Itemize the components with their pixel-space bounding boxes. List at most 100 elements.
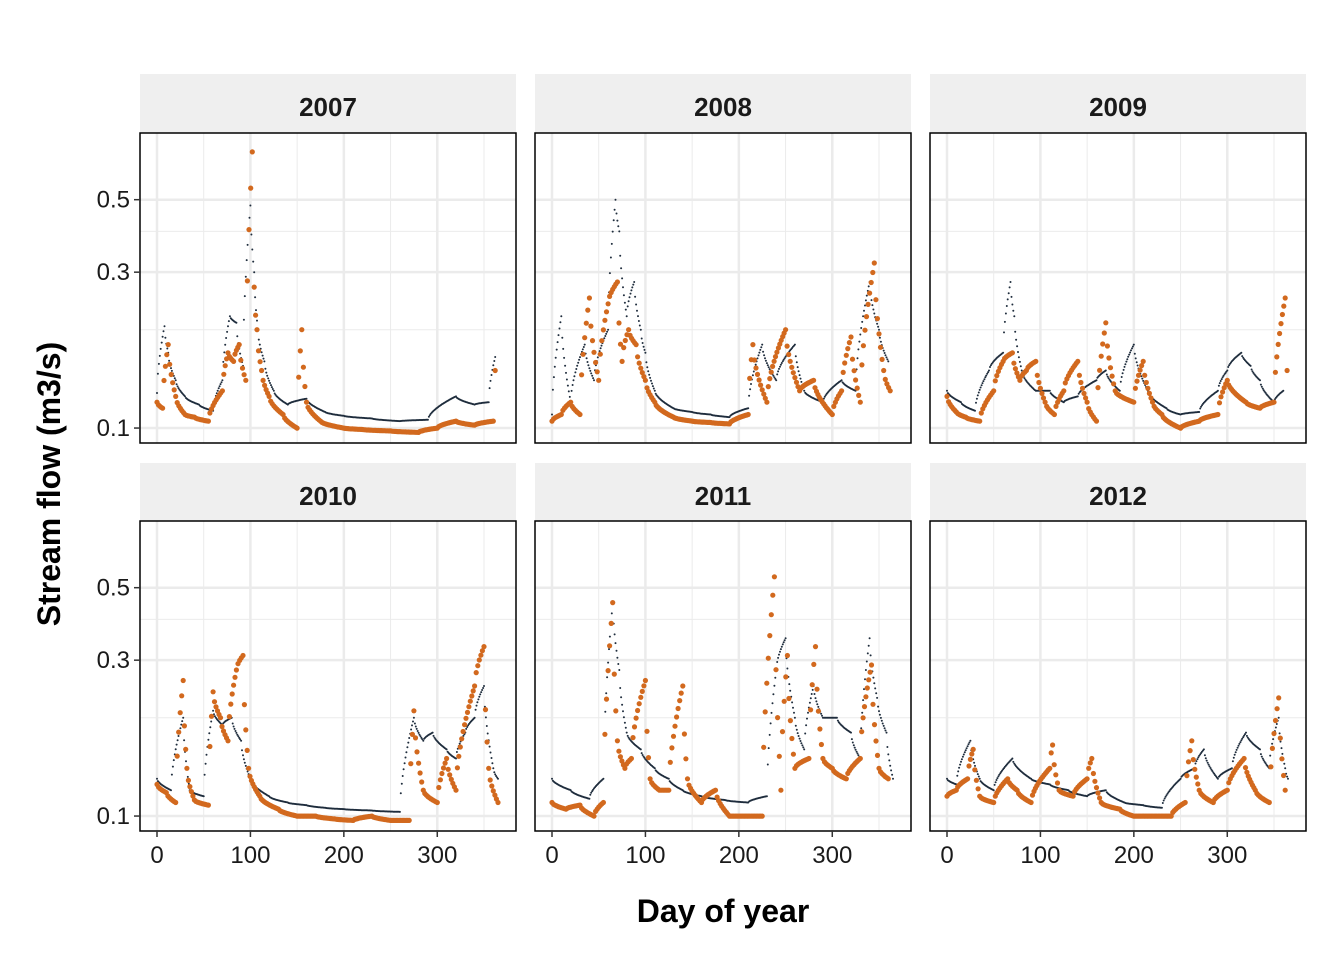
point-predicted bbox=[1100, 341, 1106, 347]
point-observed bbox=[964, 749, 967, 752]
point-observed bbox=[497, 777, 499, 780]
point-predicted bbox=[630, 735, 636, 741]
point-predicted bbox=[219, 388, 225, 394]
point-observed bbox=[581, 348, 584, 351]
point-observed bbox=[758, 351, 761, 354]
point-predicted bbox=[303, 399, 310, 405]
point-predicted bbox=[871, 260, 877, 266]
point-observed bbox=[458, 742, 461, 745]
y-tick-label: 0.1 bbox=[97, 803, 130, 830]
point-observed bbox=[403, 762, 406, 765]
point-predicted bbox=[475, 663, 481, 669]
point-observed bbox=[583, 343, 586, 346]
plot-area bbox=[535, 133, 911, 443]
point-observed bbox=[186, 775, 189, 778]
point-observed bbox=[1125, 360, 1128, 363]
point-predicted bbox=[207, 743, 213, 750]
point-predicted bbox=[1132, 385, 1138, 391]
point-predicted bbox=[1039, 390, 1045, 396]
point-predicted bbox=[481, 644, 487, 650]
point-observed bbox=[976, 773, 979, 776]
point-observed bbox=[618, 230, 621, 233]
point-predicted bbox=[631, 724, 638, 730]
point-observed bbox=[1195, 760, 1198, 763]
point-observed bbox=[565, 371, 567, 374]
point-observed bbox=[862, 699, 865, 702]
point-predicted bbox=[1054, 780, 1061, 786]
point-observed bbox=[764, 359, 767, 362]
point-observed bbox=[305, 397, 308, 400]
point-observed bbox=[619, 254, 622, 257]
point-observed bbox=[856, 752, 859, 755]
point-predicted bbox=[1140, 358, 1146, 364]
point-predicted bbox=[208, 713, 215, 719]
point-predicted bbox=[231, 682, 237, 688]
plot-area bbox=[535, 521, 911, 831]
point-predicted bbox=[863, 694, 869, 700]
point-observed bbox=[789, 689, 792, 692]
point-observed bbox=[800, 380, 803, 383]
point-observed bbox=[608, 635, 611, 638]
point-observed bbox=[992, 789, 995, 792]
point-observed bbox=[779, 365, 781, 368]
point-observed bbox=[860, 727, 863, 730]
point-observed bbox=[582, 346, 585, 348]
point-observed bbox=[1121, 372, 1124, 375]
point-predicted bbox=[765, 384, 771, 390]
point-predicted bbox=[1272, 717, 1279, 724]
point-predicted bbox=[614, 738, 621, 744]
point-observed bbox=[1209, 767, 1212, 769]
point-predicted bbox=[185, 777, 191, 784]
point-observed bbox=[810, 693, 813, 695]
point-predicted bbox=[783, 327, 789, 333]
point-observed bbox=[236, 733, 239, 736]
point-predicted bbox=[302, 383, 308, 390]
grid-lines bbox=[535, 133, 911, 443]
point-predicted bbox=[1014, 370, 1020, 376]
point-predicted bbox=[1281, 303, 1287, 309]
point-predicted bbox=[610, 600, 616, 606]
point-predicted bbox=[944, 393, 950, 399]
point-observed bbox=[763, 354, 766, 357]
point-observed bbox=[181, 720, 184, 723]
point-predicted bbox=[448, 776, 454, 783]
point-predicted bbox=[1279, 756, 1285, 762]
point-predicted bbox=[781, 698, 787, 704]
point-predicted bbox=[1276, 695, 1282, 701]
point-observed bbox=[560, 315, 563, 318]
point-predicted bbox=[811, 661, 817, 668]
point-observed bbox=[156, 392, 158, 394]
point-observed bbox=[246, 770, 249, 773]
point-observed bbox=[176, 385, 179, 388]
point-predicted bbox=[1142, 372, 1148, 378]
point-predicted bbox=[447, 772, 453, 778]
point-predicted bbox=[1076, 372, 1082, 378]
point-predicted bbox=[228, 701, 234, 707]
point-predicted bbox=[582, 335, 588, 341]
point-predicted bbox=[978, 410, 984, 416]
point-observed bbox=[1261, 757, 1264, 760]
point-observed bbox=[577, 361, 580, 364]
series-predicted bbox=[549, 574, 891, 819]
point-observed bbox=[1119, 380, 1122, 383]
point-predicted bbox=[1190, 757, 1196, 763]
point-observed bbox=[878, 328, 880, 331]
point-predicted bbox=[1271, 399, 1277, 405]
point-observed bbox=[210, 720, 213, 723]
point-observed bbox=[1023, 377, 1026, 380]
point-predicted bbox=[975, 786, 981, 792]
point-observed bbox=[590, 791, 593, 794]
point-predicted bbox=[1103, 320, 1109, 326]
point-predicted bbox=[176, 729, 182, 735]
point-observed bbox=[863, 688, 865, 691]
point-observed bbox=[633, 281, 636, 283]
point-observed bbox=[1015, 338, 1018, 341]
point-predicted bbox=[786, 351, 792, 358]
point-predicted bbox=[1272, 369, 1278, 375]
plot-area bbox=[930, 521, 1306, 831]
point-observed bbox=[1240, 739, 1243, 742]
point-observed bbox=[1142, 379, 1145, 382]
point-observed bbox=[619, 687, 622, 689]
point-observed bbox=[264, 367, 267, 370]
point-observed bbox=[765, 362, 768, 365]
